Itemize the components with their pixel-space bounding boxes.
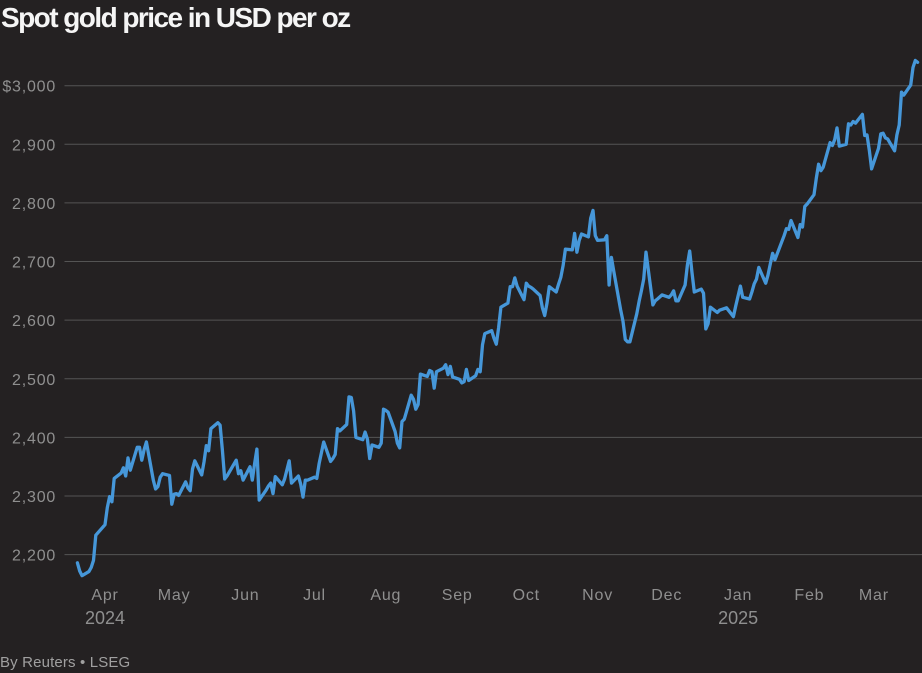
svg-text:2,900: 2,900 xyxy=(12,137,56,154)
svg-text:Jul: Jul xyxy=(303,587,326,604)
svg-text:$3,000: $3,000 xyxy=(2,79,56,96)
svg-text:2,600: 2,600 xyxy=(12,313,56,330)
svg-text:Jun: Jun xyxy=(231,587,259,604)
svg-text:2,700: 2,700 xyxy=(12,255,56,272)
svg-text:2,800: 2,800 xyxy=(12,196,56,213)
svg-text:Aug: Aug xyxy=(370,587,401,604)
svg-text:2,300: 2,300 xyxy=(12,489,56,506)
svg-text:2025: 2025 xyxy=(718,608,758,628)
svg-text:Sep: Sep xyxy=(442,587,473,604)
svg-text:Feb: Feb xyxy=(794,587,824,604)
svg-text:Nov: Nov xyxy=(582,587,613,604)
svg-text:Mar: Mar xyxy=(859,587,889,604)
svg-text:Apr: Apr xyxy=(91,587,118,604)
svg-text:Dec: Dec xyxy=(651,587,682,604)
svg-text:May: May xyxy=(158,587,191,604)
svg-text:2,200: 2,200 xyxy=(12,548,56,565)
svg-text:2024: 2024 xyxy=(85,608,125,628)
svg-text:2,400: 2,400 xyxy=(12,430,56,447)
svg-text:Oct: Oct xyxy=(513,587,540,604)
svg-text:2,500: 2,500 xyxy=(12,372,56,389)
svg-text:Jan: Jan xyxy=(724,587,752,604)
